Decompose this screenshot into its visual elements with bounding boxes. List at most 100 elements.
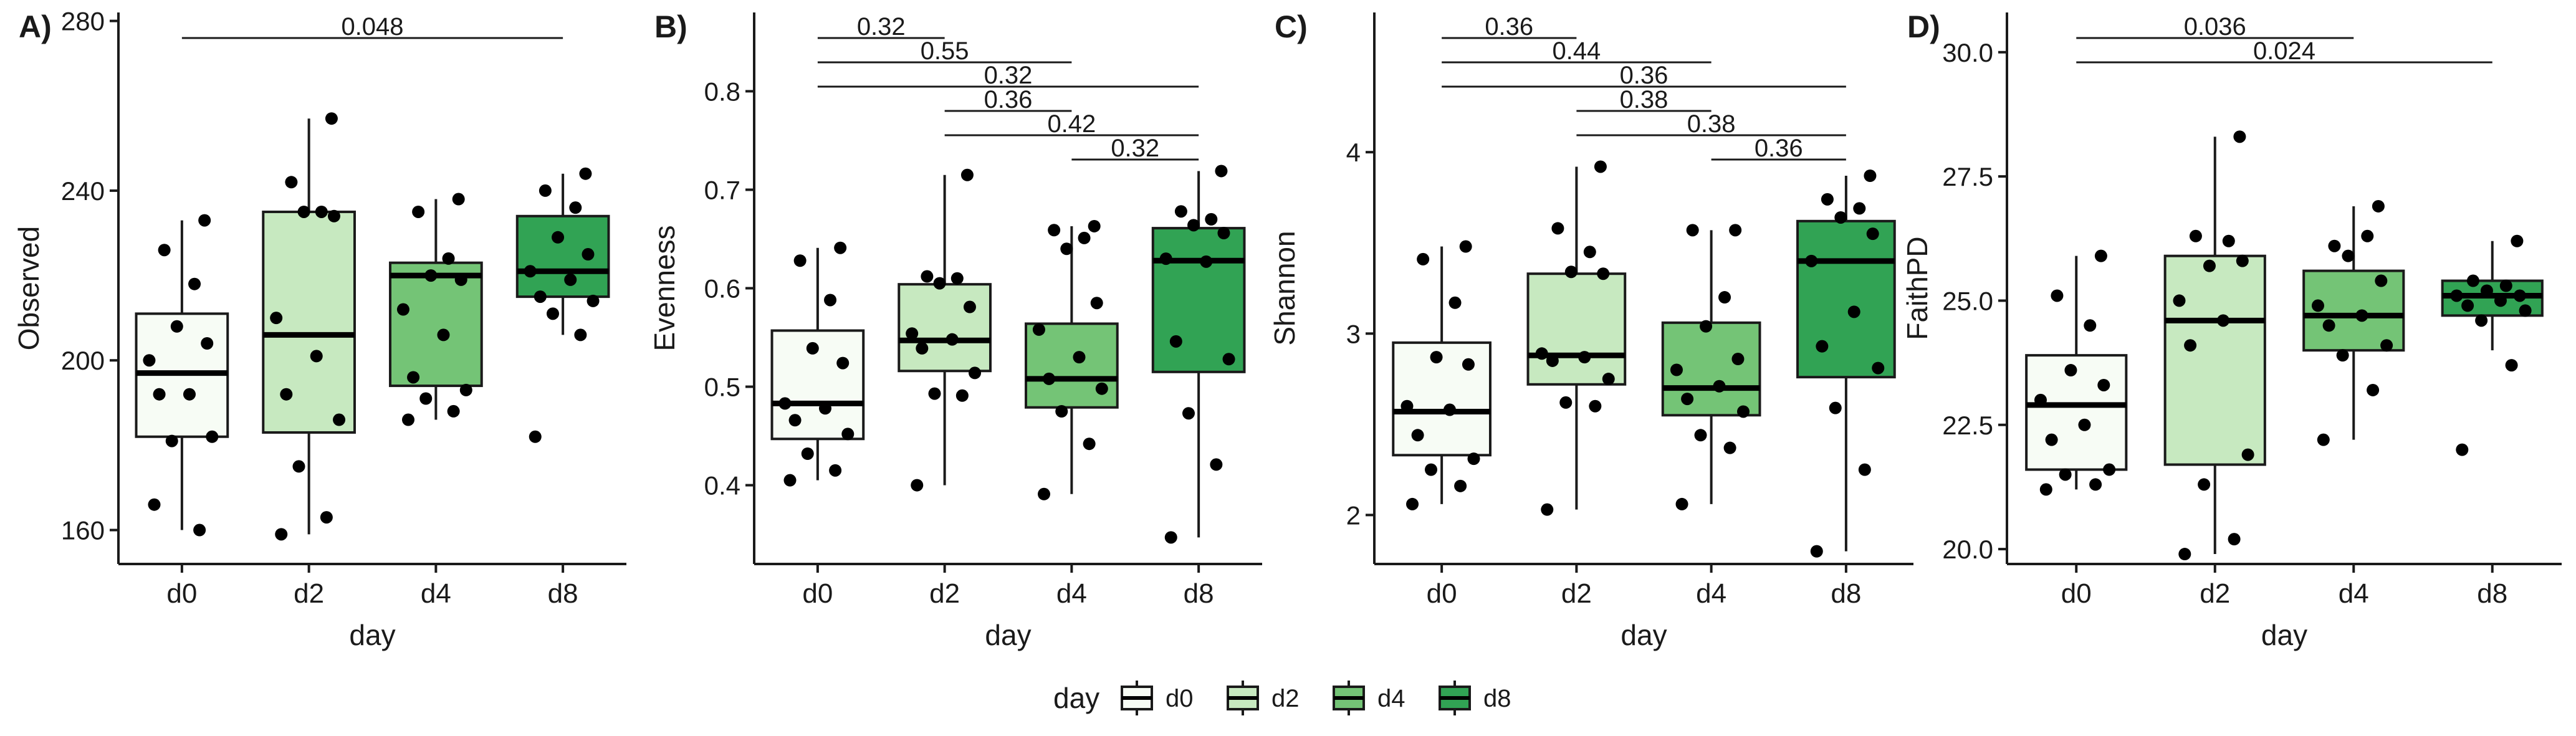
data-point	[1723, 441, 1736, 454]
data-point	[2078, 418, 2091, 431]
box-d8	[515, 214, 610, 299]
x-axis-title: day	[349, 619, 395, 651]
legend: day d0 d2 d4 d8	[1053, 681, 1511, 715]
data-point	[198, 214, 211, 227]
legend-label: d2	[1271, 685, 1300, 712]
p-value-label: 0.36	[1620, 62, 1669, 89]
data-point	[412, 205, 425, 218]
data-point	[407, 371, 420, 384]
data-point	[916, 342, 929, 355]
data-point	[1215, 165, 1228, 178]
data-point	[2184, 339, 2197, 352]
data-point	[1454, 479, 1467, 492]
data-point	[2094, 249, 2107, 262]
data-point	[1083, 437, 1096, 451]
data-point	[778, 397, 792, 410]
p-value-label: 0.36	[1755, 135, 1803, 162]
data-point	[1164, 531, 1177, 544]
data-point	[1043, 372, 1056, 385]
data-point	[1718, 291, 1731, 304]
data-point	[552, 231, 565, 244]
data-point	[2322, 319, 2335, 332]
data-point	[1853, 202, 1866, 215]
data-point	[2228, 533, 2241, 546]
data-point	[1816, 340, 1829, 353]
data-point	[1078, 231, 1091, 244]
data-point	[2317, 433, 2330, 446]
x-tick-label: d4	[1056, 578, 1087, 609]
data-point	[1090, 297, 1103, 310]
data-point	[452, 193, 465, 206]
data-point	[2461, 299, 2474, 312]
data-point	[1847, 305, 1860, 318]
data-point	[1805, 254, 1818, 267]
data-point	[437, 328, 450, 342]
data-point	[1169, 335, 1182, 348]
data-point	[1551, 222, 1564, 235]
legend-item-d2: d2	[1227, 681, 1300, 715]
data-point	[783, 474, 797, 487]
y-tick-label: 22.5	[1942, 411, 1993, 440]
data-point	[1821, 193, 1834, 206]
x-tick-label: d0	[166, 578, 197, 609]
data-point	[806, 342, 819, 355]
panel-d: 20.0 22.5 25.0 27.5 30.0 d0 d2 d4 d8 day FaithPD D)…	[1901, 9, 2562, 651]
data-point	[143, 354, 156, 367]
data-point	[1675, 497, 1688, 510]
data-point	[906, 327, 919, 340]
data-point	[2511, 234, 2524, 247]
x-tick-label: d8	[548, 578, 578, 609]
x-axis-title: day	[985, 619, 1031, 651]
data-point	[1401, 399, 1414, 413]
data-point	[333, 413, 346, 426]
p-value-label: 0.36	[984, 86, 1033, 113]
legend-title: day	[1053, 682, 1099, 714]
data-point	[963, 300, 976, 313]
y-tick-label: 3	[1346, 319, 1361, 348]
p-value-label: 0.32	[1111, 135, 1159, 162]
legend-item-d0: d0	[1121, 681, 1194, 715]
data-point	[2034, 393, 2047, 406]
x-axis-title: day	[2261, 619, 2307, 651]
data-point	[2059, 468, 2072, 481]
data-point	[442, 252, 455, 265]
y-tick-label: 27.5	[1942, 162, 1993, 191]
data-point	[325, 112, 338, 125]
data-point	[297, 205, 310, 218]
data-point	[327, 209, 340, 222]
x-axis-title: day	[1621, 619, 1667, 651]
panel-label: C)	[1275, 9, 1308, 44]
p-value-label: 0.036	[2184, 13, 2246, 41]
data-point	[1205, 213, 1218, 226]
data-point	[579, 167, 592, 180]
p-value-label: 0.38	[1687, 110, 1736, 138]
data-point	[955, 389, 969, 402]
data-point	[2241, 448, 2254, 461]
box-d0	[2025, 354, 2128, 471]
data-point	[1210, 458, 1223, 471]
data-point	[2375, 274, 2388, 287]
data-point	[2380, 339, 2393, 352]
y-tick-label: 25.0	[1942, 286, 1993, 315]
data-point	[1729, 224, 1742, 237]
data-point	[419, 392, 433, 405]
data-point	[1159, 252, 1172, 265]
x-tick-label: d4	[1696, 578, 1726, 609]
data-point	[2505, 359, 2518, 372]
data-point	[911, 479, 924, 492]
data-point	[928, 387, 941, 400]
data-point	[2089, 478, 2102, 491]
x-tick-label: d4	[2339, 578, 2369, 609]
box-d2	[2163, 254, 2266, 466]
data-point	[969, 366, 982, 380]
data-point	[2189, 229, 2202, 242]
data-point	[950, 272, 964, 285]
data-point	[2456, 443, 2469, 456]
data-point	[275, 528, 288, 541]
x-tick-label: d8	[2477, 578, 2507, 609]
data-point	[1597, 267, 1610, 280]
data-point	[1578, 351, 1591, 364]
data-point	[1048, 224, 1061, 237]
data-point	[1411, 429, 1424, 442]
